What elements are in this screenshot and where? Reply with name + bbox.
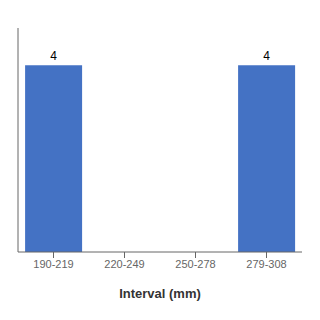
svg-text:250-278: 250-278 <box>175 258 215 270</box>
svg-text:220-249: 220-249 <box>104 258 144 270</box>
svg-text:4: 4 <box>50 49 57 63</box>
svg-text:190-219: 190-219 <box>33 258 73 270</box>
svg-text:Interval (mm): Interval (mm) <box>119 286 201 301</box>
svg-text:279-308: 279-308 <box>246 258 286 270</box>
svg-text:4: 4 <box>263 49 270 63</box>
